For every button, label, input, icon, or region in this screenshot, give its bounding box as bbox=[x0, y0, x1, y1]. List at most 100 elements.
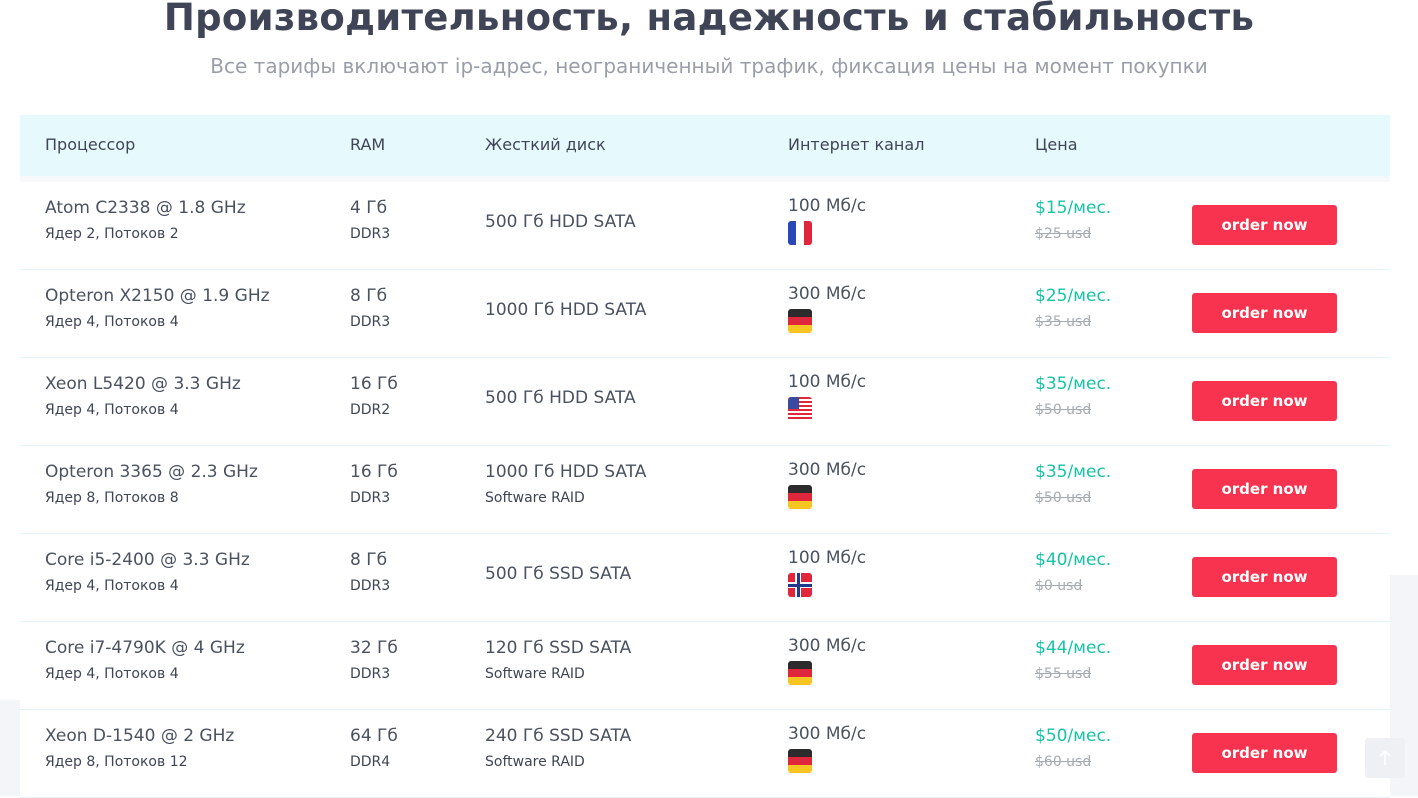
price-cell: $44/мес. $55 usd bbox=[1035, 637, 1111, 683]
price-cell: $15/мес. $25 usd bbox=[1035, 197, 1111, 243]
order-now-button[interactable]: order now bbox=[1192, 293, 1337, 333]
order-now-button[interactable]: order now bbox=[1192, 645, 1337, 685]
price-old: $60 usd bbox=[1035, 754, 1092, 770]
cpu-model: Xeon D-1540 @ 2 GHz bbox=[45, 726, 235, 746]
order-now-button[interactable]: order now bbox=[1192, 557, 1337, 597]
network-cell: 100 Мб/с bbox=[788, 371, 866, 421]
price-current: $50/мес. bbox=[1035, 726, 1112, 746]
disk-cell: 1000 Гб HDD SATA Software RAID bbox=[485, 461, 646, 507]
price-old: $25 usd bbox=[1035, 226, 1092, 242]
scroll-to-top-button[interactable] bbox=[1365, 738, 1405, 778]
cpu-cell: Xeon D-1540 @ 2 GHz Ядер 8, Потоков 12 bbox=[45, 725, 234, 771]
ram-cell: 16 Гб DDR2 bbox=[350, 373, 398, 419]
background-shape-left bbox=[0, 700, 20, 796]
network-speed: 100 Мб/с bbox=[788, 196, 867, 216]
norway-flag-icon bbox=[788, 573, 812, 597]
price-cell: $35/мес. $50 usd bbox=[1035, 373, 1111, 419]
ram-type: DDR3 bbox=[350, 226, 391, 242]
disk-size: 1000 Гб HDD SATA bbox=[485, 300, 647, 320]
network-cell: 300 Мб/с bbox=[788, 723, 866, 773]
price-current: $35/мес. bbox=[1035, 374, 1112, 394]
disk-size: 1000 Гб HDD SATA bbox=[485, 462, 647, 482]
cpu-cores: Ядер 4, Потоков 4 bbox=[45, 402, 179, 418]
table-row: Core i7-4790K @ 4 GHz Ядер 4, Потоков 4 32… bbox=[20, 622, 1390, 710]
price-current: $35/мес. bbox=[1035, 462, 1112, 482]
column-header-network: Интернет канал bbox=[788, 135, 925, 154]
cpu-model: Core i7-4790K @ 4 GHz bbox=[45, 638, 245, 658]
network-cell: 100 Мб/с bbox=[788, 547, 866, 597]
price-cell: $50/мес. $60 usd bbox=[1035, 725, 1111, 771]
cpu-cell: Opteron 3365 @ 2.3 GHz Ядер 8, Потоков 8 bbox=[45, 461, 258, 507]
cpu-cores: Ядер 4, Потоков 4 bbox=[45, 314, 179, 330]
price-cell: $40/мес. $0 usd bbox=[1035, 549, 1111, 595]
cpu-model: Xeon L5420 @ 3.3 GHz bbox=[45, 374, 241, 394]
cpu-cores: Ядер 2, Потоков 2 bbox=[45, 226, 179, 242]
header-separator bbox=[20, 176, 1390, 182]
price-old: $50 usd bbox=[1035, 402, 1092, 418]
table-header: Процессор RAM Жесткий диск Интернет кана… bbox=[20, 115, 1390, 176]
ram-size: 32 Гб bbox=[350, 638, 398, 658]
table-row: Opteron 3365 @ 2.3 GHz Ядер 8, Потоков 8 1… bbox=[20, 446, 1390, 534]
disk-cell: 500 Гб HDD SATA bbox=[485, 387, 636, 409]
ram-size: 16 Гб bbox=[350, 462, 398, 482]
cpu-model: Opteron 3365 @ 2.3 GHz bbox=[45, 462, 258, 482]
column-header-ram: RAM bbox=[350, 135, 386, 154]
table-row: Xeon L5420 @ 3.3 GHz Ядер 4, Потоков 4 16 … bbox=[20, 358, 1390, 446]
network-cell: 300 Мб/с bbox=[788, 459, 866, 509]
network-cell: 300 Мб/с bbox=[788, 635, 866, 685]
network-speed: 100 Мб/с bbox=[788, 548, 867, 568]
disk-raid: Software RAID bbox=[485, 754, 585, 770]
price-old: $0 usd bbox=[1035, 578, 1083, 594]
cpu-cell: Core i7-4790K @ 4 GHz Ядер 4, Потоков 4 bbox=[45, 637, 245, 683]
france-flag-icon bbox=[788, 221, 812, 245]
price-current: $15/мес. bbox=[1035, 198, 1112, 218]
ram-type: DDR3 bbox=[350, 490, 391, 506]
column-header-disk: Жесткий диск bbox=[485, 135, 606, 154]
order-now-button[interactable]: order now bbox=[1192, 381, 1337, 421]
ram-cell: 16 Гб DDR3 bbox=[350, 461, 398, 507]
ram-size: 64 Гб bbox=[350, 726, 398, 746]
ram-type: DDR3 bbox=[350, 578, 391, 594]
cpu-model: Opteron X2150 @ 1.9 GHz bbox=[45, 286, 270, 306]
disk-raid: Software RAID bbox=[485, 490, 585, 506]
ram-size: 4 Гб bbox=[350, 198, 388, 218]
cpu-cell: Xeon L5420 @ 3.3 GHz Ядер 4, Потоков 4 bbox=[45, 373, 241, 419]
network-speed: 300 Мб/с bbox=[788, 724, 867, 744]
disk-cell: 500 Гб SSD SATA bbox=[485, 563, 631, 585]
order-now-button[interactable]: order now bbox=[1192, 733, 1337, 773]
cpu-model: Atom C2338 @ 1.8 GHz bbox=[45, 198, 246, 218]
disk-cell: 1000 Гб HDD SATA bbox=[485, 299, 646, 321]
order-now-button[interactable]: order now bbox=[1192, 205, 1337, 245]
network-speed: 300 Мб/с bbox=[788, 460, 867, 480]
germany-flag-icon bbox=[788, 661, 812, 685]
ram-type: DDR3 bbox=[350, 666, 391, 682]
disk-size: 500 Гб HDD SATA bbox=[485, 388, 636, 408]
germany-flag-icon bbox=[788, 485, 812, 509]
cpu-cell: Opteron X2150 @ 1.9 GHz Ядер 4, Потоков 4 bbox=[45, 285, 270, 331]
network-speed: 300 Мб/с bbox=[788, 636, 867, 656]
order-now-button[interactable]: order now bbox=[1192, 469, 1337, 509]
disk-size: 120 Гб SSD SATA bbox=[485, 638, 632, 658]
ram-size: 16 Гб bbox=[350, 374, 398, 394]
cpu-cores: Ядер 4, Потоков 4 bbox=[45, 666, 179, 682]
cpu-cores: Ядер 8, Потоков 8 bbox=[45, 490, 179, 506]
ram-size: 8 Гб bbox=[350, 550, 388, 570]
table-row: Xeon D-1540 @ 2 GHz Ядер 8, Потоков 12 64 … bbox=[20, 710, 1390, 798]
price-current: $40/мес. bbox=[1035, 550, 1112, 570]
disk-cell: 240 Гб SSD SATA Software RAID bbox=[485, 725, 631, 771]
price-current: $25/мес. bbox=[1035, 286, 1112, 306]
usa-flag-icon bbox=[788, 397, 812, 421]
disk-size: 500 Гб HDD SATA bbox=[485, 212, 636, 232]
disk-cell: 120 Гб SSD SATA Software RAID bbox=[485, 637, 631, 683]
disk-raid: Software RAID bbox=[485, 666, 585, 682]
column-header-cpu: Процессор bbox=[45, 135, 136, 154]
price-old: $35 usd bbox=[1035, 314, 1092, 330]
ram-type: DDR2 bbox=[350, 402, 391, 418]
ram-cell: 8 Гб DDR3 bbox=[350, 285, 390, 331]
network-speed: 300 Мб/с bbox=[788, 284, 867, 304]
price-cell: $25/мес. $35 usd bbox=[1035, 285, 1111, 331]
ram-type: DDR4 bbox=[350, 754, 391, 770]
cpu-cell: Core i5-2400 @ 3.3 GHz Ядер 4, Потоков 4 bbox=[45, 549, 250, 595]
table-row: Core i5-2400 @ 3.3 GHz Ядер 4, Потоков 4 8… bbox=[20, 534, 1390, 622]
ram-cell: 8 Гб DDR3 bbox=[350, 549, 390, 595]
